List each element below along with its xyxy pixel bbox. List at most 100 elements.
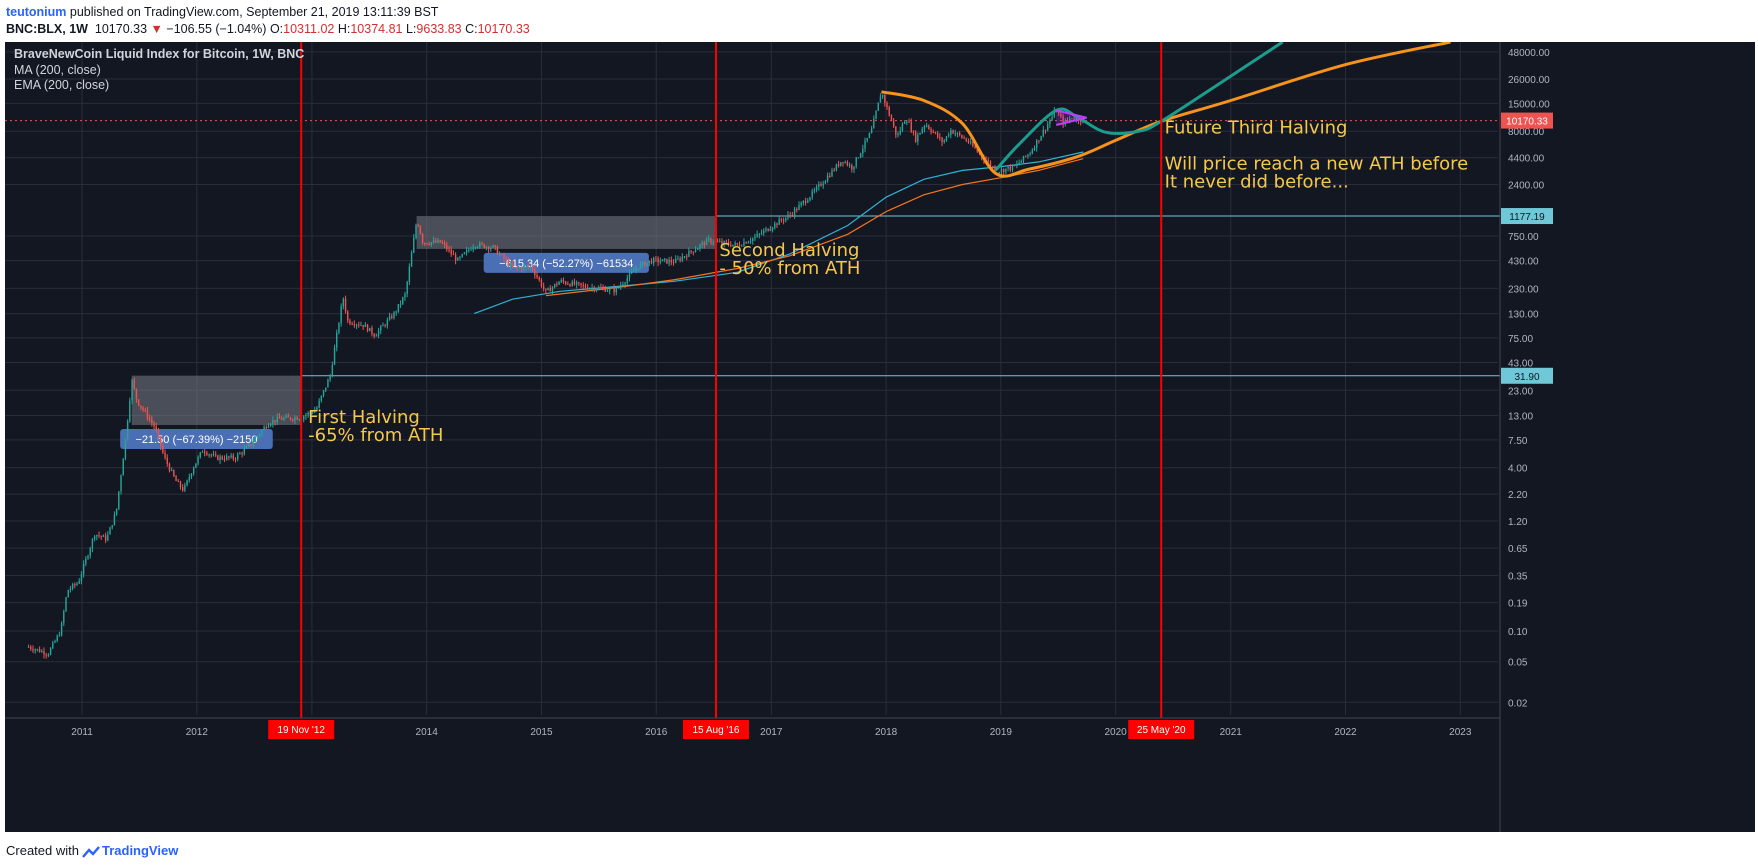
- candle-body: [804, 200, 807, 203]
- candle-body: [934, 132, 937, 134]
- candle-body: [602, 287, 604, 289]
- candle-body: [430, 242, 433, 245]
- candle-body: [144, 409, 146, 411]
- open-value: 10311.02: [283, 22, 335, 36]
- candle-body: [1013, 164, 1016, 166]
- candle-body: [54, 640, 56, 643]
- candle-body: [1071, 118, 1073, 120]
- candle-body: [270, 424, 272, 426]
- candle-body: [102, 535, 105, 537]
- tradingview-link[interactable]: TradingView: [101, 843, 179, 858]
- candle-body: [340, 306, 342, 324]
- author-link[interactable]: teutonium: [6, 5, 67, 19]
- grid-lines: [5, 42, 1498, 715]
- publish-info: teutonium published on TradingView.com, …: [6, 5, 438, 19]
- candle-body: [597, 287, 600, 290]
- candle-body: [115, 508, 118, 515]
- candle-body: [331, 364, 334, 376]
- candle-body: [776, 223, 778, 225]
- time-axis[interactable]: 2011201220132014201520162017201820192020…: [5, 717, 1500, 739]
- candle-body: [683, 256, 686, 258]
- price-axis[interactable]: 48000.00 26000.00 15000.00 8000.00 4400.00 24…: [1499, 42, 1553, 832]
- candle-body: [989, 161, 992, 167]
- symbol-label: BNC:BLX, 1W: [6, 22, 88, 36]
- candle-body: [153, 423, 155, 427]
- candle-body: [520, 267, 523, 270]
- candle-body: [318, 400, 320, 408]
- high-value: 10374.81: [350, 22, 403, 36]
- candle-body: [613, 287, 615, 293]
- legend-ema[interactable]: EMA (200, close): [14, 78, 109, 92]
- candle-body: [1016, 163, 1018, 166]
- candle-body: [322, 390, 325, 396]
- candle-body: [961, 135, 963, 138]
- y-tick-label: 23.00: [1508, 386, 1533, 397]
- candle-body: [567, 283, 569, 285]
- x-tick-label: 2018: [875, 727, 898, 738]
- candle-body: [333, 347, 336, 365]
- level-tag: 1177.19: [1509, 212, 1545, 223]
- candle-body: [558, 282, 560, 285]
- candle-body: [30, 646, 32, 649]
- low-value: 9633.83: [416, 22, 462, 36]
- candle-body: [564, 281, 567, 284]
- candle-body: [758, 233, 761, 235]
- candle-body: [873, 118, 875, 129]
- measure-label-bg: [483, 252, 649, 273]
- candle-body: [358, 324, 360, 326]
- footer: Created with TradingView: [6, 843, 178, 858]
- candle-body: [63, 611, 65, 624]
- drawdown-box: [416, 216, 716, 249]
- open-label: O:: [269, 22, 284, 36]
- candle-body: [705, 238, 708, 246]
- candle-body: [1062, 116, 1064, 125]
- candle-body: [109, 527, 111, 535]
- level-tag-bg: [1501, 208, 1553, 225]
- candle-body: [446, 244, 448, 250]
- candle-body: [181, 487, 184, 491]
- candle-body: [384, 325, 386, 327]
- candle-body: [862, 148, 864, 154]
- candle-body: [584, 285, 587, 288]
- candle-body: [807, 200, 809, 203]
- candle-body: [285, 416, 287, 418]
- candle-body: [1031, 149, 1034, 154]
- y-tick-label: 130.00: [1508, 310, 1539, 321]
- candle-body: [461, 254, 463, 257]
- candle-body: [162, 446, 164, 453]
- candle-body: [349, 320, 351, 324]
- drawdown-boxes: −21.50 (−67.39%) −2150−615.34 (−52.27%) …: [120, 216, 716, 449]
- candle-body: [745, 242, 747, 244]
- price-series: [27, 93, 1084, 659]
- candle-body: [292, 419, 294, 421]
- candle-body: [140, 405, 142, 408]
- candle-body: [802, 200, 805, 203]
- candle-body: [767, 228, 769, 231]
- candle-body: [441, 242, 444, 244]
- tradingview-logo-icon: [82, 845, 100, 858]
- annotation-text: Future Third Halving: [1165, 117, 1348, 138]
- candle-body: [617, 287, 620, 289]
- candle-body: [866, 137, 868, 141]
- candle-body: [562, 280, 565, 282]
- candle-body: [650, 260, 653, 264]
- candle-body: [998, 172, 1000, 174]
- candle-body: [276, 416, 279, 422]
- candle-body: [1002, 169, 1005, 173]
- price-chart[interactable]: −21.50 (−67.39%) −2150−615.34 (−52.27%) …: [5, 42, 1755, 832]
- candle-body: [956, 132, 959, 134]
- candle-body: [96, 535, 98, 537]
- candle-body: [417, 225, 419, 227]
- candle-body: [701, 242, 703, 245]
- candle-body: [474, 247, 477, 249]
- halving-date-tag: 25 May '20: [1137, 725, 1186, 736]
- candle-body: [796, 209, 798, 211]
- candle-body: [679, 258, 681, 261]
- candle-body: [435, 240, 437, 243]
- halving-lines: [300, 42, 1163, 718]
- annotation-text: Will price reach a new ATH before: [1165, 153, 1469, 174]
- legend-ma[interactable]: MA (200, close): [14, 63, 101, 77]
- candle-body: [868, 133, 871, 138]
- candle-body: [699, 244, 701, 249]
- candle-body: [1058, 112, 1060, 114]
